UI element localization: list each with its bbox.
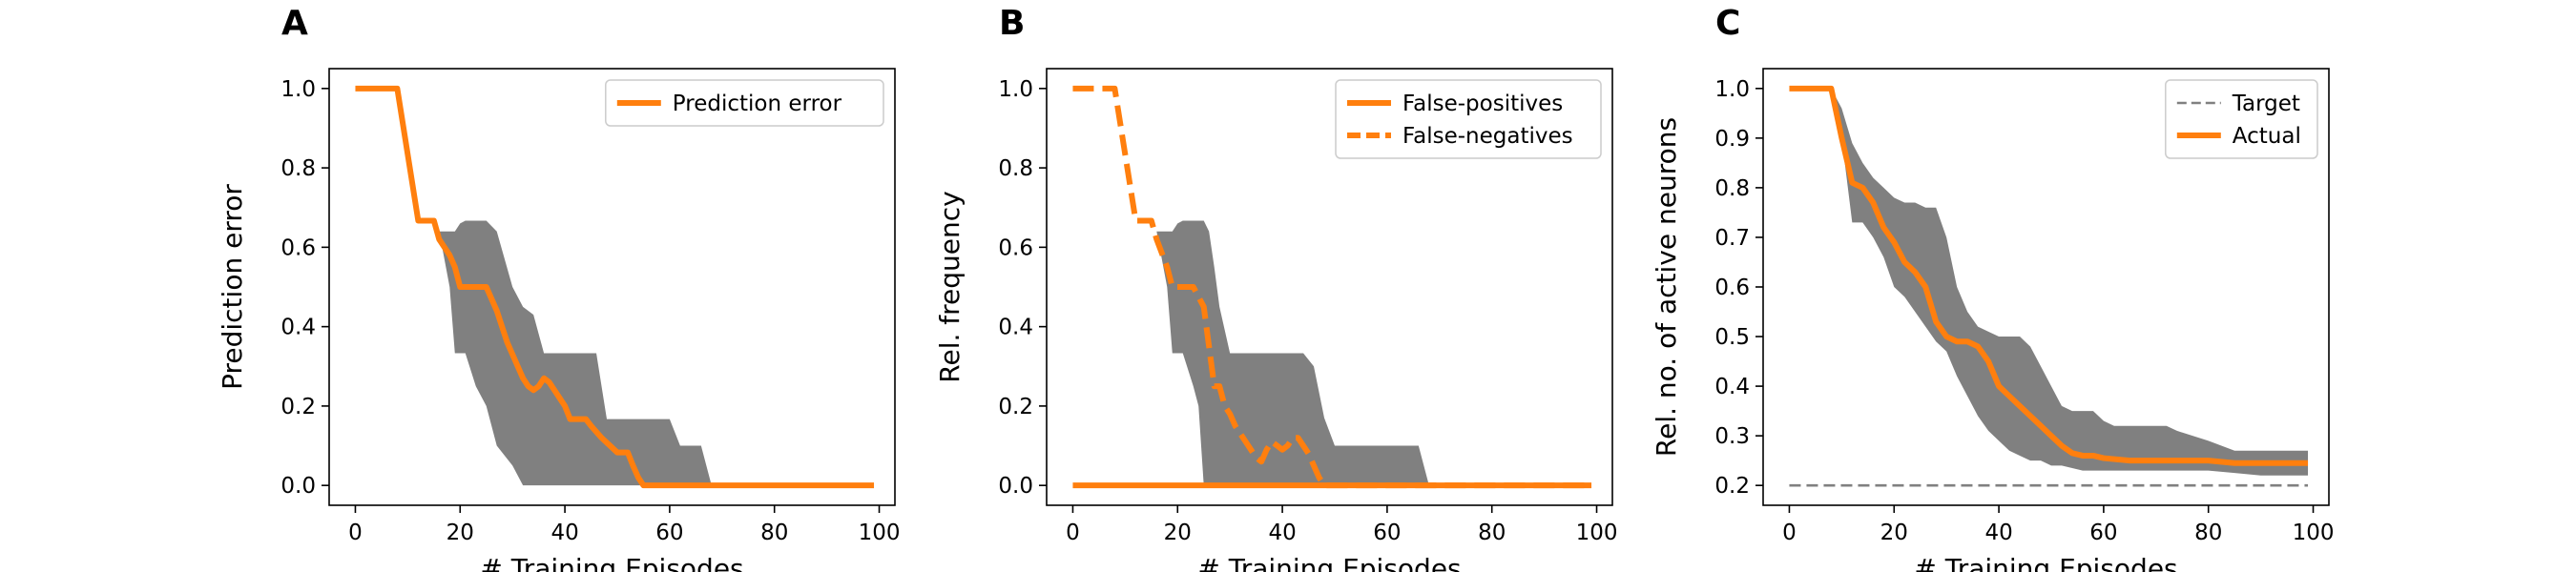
y-axis-label: Rel. frequency xyxy=(934,191,966,382)
legend: False-positives False-negatives xyxy=(1335,79,1602,159)
legend-box xyxy=(1335,79,1602,159)
y-tick-label: 0.6 xyxy=(998,235,1033,260)
y-tick-label: 0.4 xyxy=(1714,375,1750,399)
y-tick-label: 0.7 xyxy=(1714,226,1750,251)
x-axis-label: # Training Episodes xyxy=(1197,553,1461,572)
axes-frame xyxy=(328,68,896,506)
legend: Target Actual xyxy=(2165,79,2318,159)
y-tick-label: 0.5 xyxy=(1714,325,1750,350)
x-tick-label: 40 xyxy=(551,521,578,545)
x-tick-label: 40 xyxy=(1984,521,2012,545)
confidence-band xyxy=(1072,88,1592,486)
x-tick-label: 100 xyxy=(859,521,901,545)
x-tick-label: 40 xyxy=(1268,521,1296,545)
x-tick-label: 60 xyxy=(1373,521,1401,545)
x-tick-label: 60 xyxy=(655,521,683,545)
x-tick-label: 20 xyxy=(447,521,474,545)
x-tick-label: 20 xyxy=(1880,521,1908,545)
y-tick-label: 1.0 xyxy=(1714,77,1750,102)
y-axis-label: Rel. no. of active neurons xyxy=(1651,117,1682,457)
panel-b: B 0 20 40 60 80 100 0.0 0.2 0.4 0.6 0.8 1.0 # Trainin… xyxy=(934,4,1617,572)
legend-label: Prediction error xyxy=(673,92,842,116)
y-tick-label: 0.8 xyxy=(280,156,316,181)
y-tick-label: 0.3 xyxy=(1714,424,1750,449)
y-tick-label: 0.2 xyxy=(998,395,1033,419)
x-tick-label: 0 xyxy=(1066,521,1080,545)
x-axis-label: # Training Episodes xyxy=(1914,553,2177,572)
x-tick-label: 80 xyxy=(1478,521,1506,545)
y-tick-label: 0.6 xyxy=(280,235,316,260)
y-tick-label: 0.8 xyxy=(998,156,1033,181)
panel-letter: A xyxy=(281,4,308,43)
x-tick-label: 20 xyxy=(1164,521,1192,545)
legend-box xyxy=(2165,79,2318,159)
panel-letter: C xyxy=(1715,4,1740,43)
legend-label: False-positives xyxy=(1402,92,1563,116)
y-tick-label: 0.4 xyxy=(998,316,1033,340)
y-tick-label: 1.0 xyxy=(280,77,316,102)
x-tick-label: 80 xyxy=(2194,521,2222,545)
y-tick-label: 0.6 xyxy=(1714,276,1750,300)
x-tick-label: 0 xyxy=(1782,521,1797,545)
y-tick-label: 0.9 xyxy=(1714,127,1750,152)
legend-label: False-negatives xyxy=(1402,124,1573,149)
panel-letter: B xyxy=(999,4,1025,43)
y-tick-label: 0.0 xyxy=(280,474,316,499)
legend-label: Actual xyxy=(2233,124,2301,149)
confidence-band xyxy=(355,88,875,486)
x-tick-label: 80 xyxy=(760,521,788,545)
axes-frame xyxy=(1046,68,1613,506)
panel-a: A 0 20 40 60 80 100 0.0 0.2 0.4 0.6 0.8 1.0 # Trainin… xyxy=(217,4,900,572)
series-line-actual xyxy=(1789,85,2309,466)
y-tick-label: 0.8 xyxy=(1714,176,1750,201)
y-tick-label: 0.0 xyxy=(998,474,1033,499)
x-tick-label: 100 xyxy=(2293,521,2335,545)
y-tick-label: 0.2 xyxy=(1714,474,1750,499)
y-tick-label: 0.2 xyxy=(280,395,316,419)
series-line-prediction-error xyxy=(355,85,875,489)
x-axis-label: # Training Episodes xyxy=(480,553,743,572)
legend-label: Target xyxy=(2232,92,2300,116)
x-tick-label: 0 xyxy=(348,521,363,545)
x-tick-label: 60 xyxy=(2089,521,2117,545)
y-tick-label: 1.0 xyxy=(998,77,1033,102)
x-tick-label: 100 xyxy=(1576,521,1618,545)
legend-box xyxy=(605,79,884,127)
y-tick-label: 0.4 xyxy=(280,316,316,340)
legend: Prediction error xyxy=(605,79,884,127)
y-axis-label: Prediction error xyxy=(217,184,248,390)
panel-c: C 0 20 40 60 80 100 0.2 0.3 0.4 0.5 0.6 0.7 0.8 0.9 1.0… xyxy=(1651,4,2334,572)
